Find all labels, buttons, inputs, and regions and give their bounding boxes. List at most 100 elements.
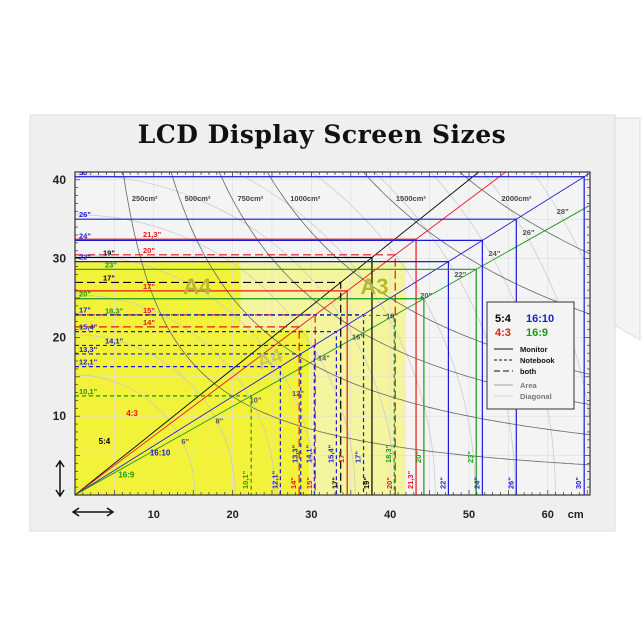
screen-label-horizontal: 14,1" bbox=[105, 336, 124, 345]
y-tick-label: 30 bbox=[53, 252, 67, 266]
screen-label-horizontal: 14" bbox=[143, 318, 155, 327]
legend-box bbox=[486, 301, 575, 410]
screen-outline bbox=[75, 344, 315, 495]
screen-label-horizontal: 15,4" bbox=[79, 323, 98, 332]
screen-label-horizontal: 23" bbox=[105, 260, 117, 269]
area-curve bbox=[170, 172, 590, 436]
diagonal-arc-label: 28" bbox=[557, 207, 569, 216]
screen-label-vertical: 14" bbox=[289, 477, 298, 489]
aspect-diagonal-16-10 bbox=[75, 172, 590, 495]
screen-outline bbox=[75, 254, 396, 495]
diagonal-arc bbox=[75, 174, 396, 495]
screen-label-vertical: 30" bbox=[574, 477, 583, 489]
paper-label-a3: A3 bbox=[360, 274, 388, 299]
diagonal-arc bbox=[75, 374, 196, 495]
legend-line-label: Monitor bbox=[520, 345, 548, 354]
screen-label-vertical: 12,1" bbox=[270, 470, 279, 489]
screen-label-horizontal: 30" bbox=[79, 168, 91, 177]
screen-outline bbox=[75, 268, 477, 495]
screen-label-horizontal: 20" bbox=[79, 290, 91, 299]
aspect-label: 16:10 bbox=[150, 449, 171, 458]
legend-line-label: Notebook bbox=[520, 356, 555, 365]
screen-label-vertical: 17" bbox=[354, 451, 363, 463]
screen-label-horizontal: 22" bbox=[79, 253, 91, 262]
diagonal-arc-label: 22" bbox=[454, 270, 466, 279]
paper-label-a4: A4 bbox=[183, 274, 212, 299]
screen-label-vertical: 21,3" bbox=[406, 470, 415, 489]
screen-label-horizontal: 15" bbox=[143, 306, 155, 315]
x-tick-label: 60 bbox=[542, 509, 554, 521]
screen-label-vertical: 24" bbox=[472, 477, 481, 489]
diagonal-arc-label: 8" bbox=[216, 416, 224, 425]
y-tick-label: 10 bbox=[53, 409, 67, 423]
legend-aspect: 5:4 bbox=[495, 313, 512, 325]
diagonal-arc-label: 26" bbox=[523, 228, 535, 237]
screen-outline bbox=[75, 238, 417, 495]
aspect-label: 4:3 bbox=[126, 409, 138, 418]
screen-label-horizontal: 10,1" bbox=[79, 387, 98, 396]
screen-label-vertical: 17" bbox=[331, 477, 340, 489]
area-curve-label: 1000cm² bbox=[290, 194, 321, 203]
screen-label-horizontal: 21,3" bbox=[143, 230, 162, 239]
screen-label-vertical: 14,1" bbox=[304, 444, 313, 463]
screen-label-vertical: 15" bbox=[305, 477, 314, 489]
area-curve-label: 2000cm² bbox=[502, 194, 533, 203]
diagonal-arc-label: 6" bbox=[181, 437, 189, 446]
screen-label-vertical: 10,1" bbox=[241, 470, 250, 489]
legend-line-label: both bbox=[520, 367, 537, 376]
screen-outline bbox=[75, 395, 252, 495]
screen-label-horizontal: 19" bbox=[103, 248, 115, 257]
aspect-label: 5:4 bbox=[99, 437, 111, 446]
screen-outline bbox=[75, 298, 425, 495]
screen-label-vertical: 26" bbox=[506, 477, 515, 489]
screen-label-vertical: 22" bbox=[438, 477, 447, 489]
area-curve-label: 750cm² bbox=[237, 194, 263, 203]
legend-line-label: Diagonal bbox=[520, 392, 552, 401]
screen-label-vertical: 15,4" bbox=[326, 444, 335, 463]
screen-label-vertical: 20" bbox=[385, 477, 394, 489]
screen-outline bbox=[75, 281, 342, 495]
diagonal-arc bbox=[75, 214, 356, 495]
width-arrow-icon bbox=[71, 507, 115, 517]
diagonal-arc-label: 10" bbox=[250, 395, 262, 404]
area-curve-label: 500cm² bbox=[185, 194, 211, 203]
legend-aspect: 16:10 bbox=[526, 313, 554, 325]
aspect-label: 16:9 bbox=[118, 471, 135, 480]
screen-outline bbox=[75, 239, 483, 495]
diagonal-arc-label: 20" bbox=[420, 291, 432, 300]
screen-label-vertical: 19" bbox=[362, 477, 371, 489]
screen-label-horizontal: 12,1" bbox=[79, 358, 98, 367]
diagonal-arc-label: 16" bbox=[352, 333, 364, 342]
area-curve bbox=[362, 172, 590, 315]
x-tick-label: 30 bbox=[305, 509, 317, 521]
y-tick-label: 20 bbox=[53, 330, 67, 344]
screen-outline bbox=[75, 326, 300, 495]
screen-label-vertical: 13,3" bbox=[291, 444, 300, 463]
diagonal-arc-label: 12" bbox=[292, 389, 304, 398]
screen-outline bbox=[75, 314, 365, 495]
legend-aspect: 4:3 bbox=[495, 327, 511, 339]
screen-label-horizontal: 17" bbox=[143, 282, 155, 291]
screen-outline bbox=[75, 290, 348, 495]
screen-label-horizontal: 24" bbox=[79, 231, 91, 240]
legend-line-label: Area bbox=[520, 381, 538, 390]
legend-aspect: 16:9 bbox=[526, 327, 548, 339]
diagonal-arc bbox=[75, 334, 236, 495]
screen-outline bbox=[75, 331, 337, 495]
plot-frame bbox=[74, 171, 591, 496]
screen-outline bbox=[75, 261, 450, 495]
x-tick-label: 20 bbox=[226, 509, 238, 521]
screen-label-horizontal: 18,3" bbox=[105, 306, 124, 315]
screen-outline bbox=[75, 256, 373, 495]
screen-outline bbox=[75, 366, 281, 495]
screen-label-horizontal: 26" bbox=[79, 210, 91, 219]
diagonal-arc-label: 14" bbox=[318, 354, 330, 363]
x-tick-label: 40 bbox=[384, 509, 396, 521]
x-unit-label: cm bbox=[568, 509, 584, 521]
y-tick-label: 40 bbox=[53, 173, 67, 187]
diagonal-arc-label: 18" bbox=[386, 312, 398, 321]
screen-label-horizontal: 20" bbox=[143, 246, 155, 255]
x-tick-label: 10 bbox=[148, 509, 160, 521]
